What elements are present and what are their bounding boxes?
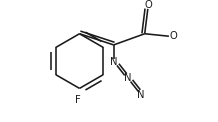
Text: N: N <box>137 90 145 100</box>
Text: O: O <box>169 31 177 41</box>
Text: N: N <box>110 57 118 67</box>
Text: F: F <box>75 95 81 105</box>
Text: N: N <box>124 73 131 83</box>
Text: O: O <box>145 0 152 10</box>
